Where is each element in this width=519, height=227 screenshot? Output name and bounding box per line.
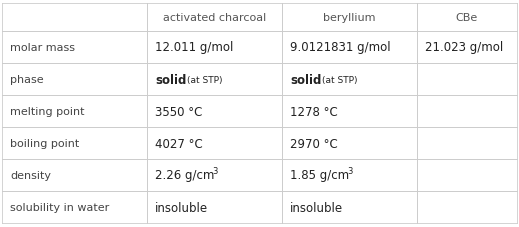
Text: 21.023 g/mol: 21.023 g/mol <box>425 41 503 54</box>
Text: 1278 °C: 1278 °C <box>290 105 338 118</box>
Text: density: density <box>10 170 51 180</box>
Text: 2970 °C: 2970 °C <box>290 137 338 150</box>
Text: 1.85 g/cm: 1.85 g/cm <box>290 169 349 182</box>
Text: insoluble: insoluble <box>290 201 343 214</box>
Text: insoluble: insoluble <box>155 201 208 214</box>
Text: solubility in water: solubility in water <box>10 202 110 212</box>
Text: molar mass: molar mass <box>10 43 75 53</box>
Text: phase: phase <box>10 75 44 85</box>
Text: 9.0121831 g/mol: 9.0121831 g/mol <box>290 41 391 54</box>
Text: beryllium: beryllium <box>323 13 376 23</box>
Text: (at STP): (at STP) <box>187 75 223 84</box>
Text: 12.011 g/mol: 12.011 g/mol <box>155 41 234 54</box>
Text: solid: solid <box>290 73 321 86</box>
Text: 4027 °C: 4027 °C <box>155 137 203 150</box>
Text: melting point: melting point <box>10 106 85 116</box>
Text: 3550 °C: 3550 °C <box>155 105 202 118</box>
Text: activated charcoal: activated charcoal <box>163 13 266 23</box>
Text: 3: 3 <box>212 167 217 176</box>
Text: 3: 3 <box>347 167 352 176</box>
Text: solid: solid <box>155 73 186 86</box>
Text: boiling point: boiling point <box>10 138 79 148</box>
Text: CBe: CBe <box>456 13 478 23</box>
Text: 2.26 g/cm: 2.26 g/cm <box>155 169 214 182</box>
Text: (at STP): (at STP) <box>322 75 358 84</box>
